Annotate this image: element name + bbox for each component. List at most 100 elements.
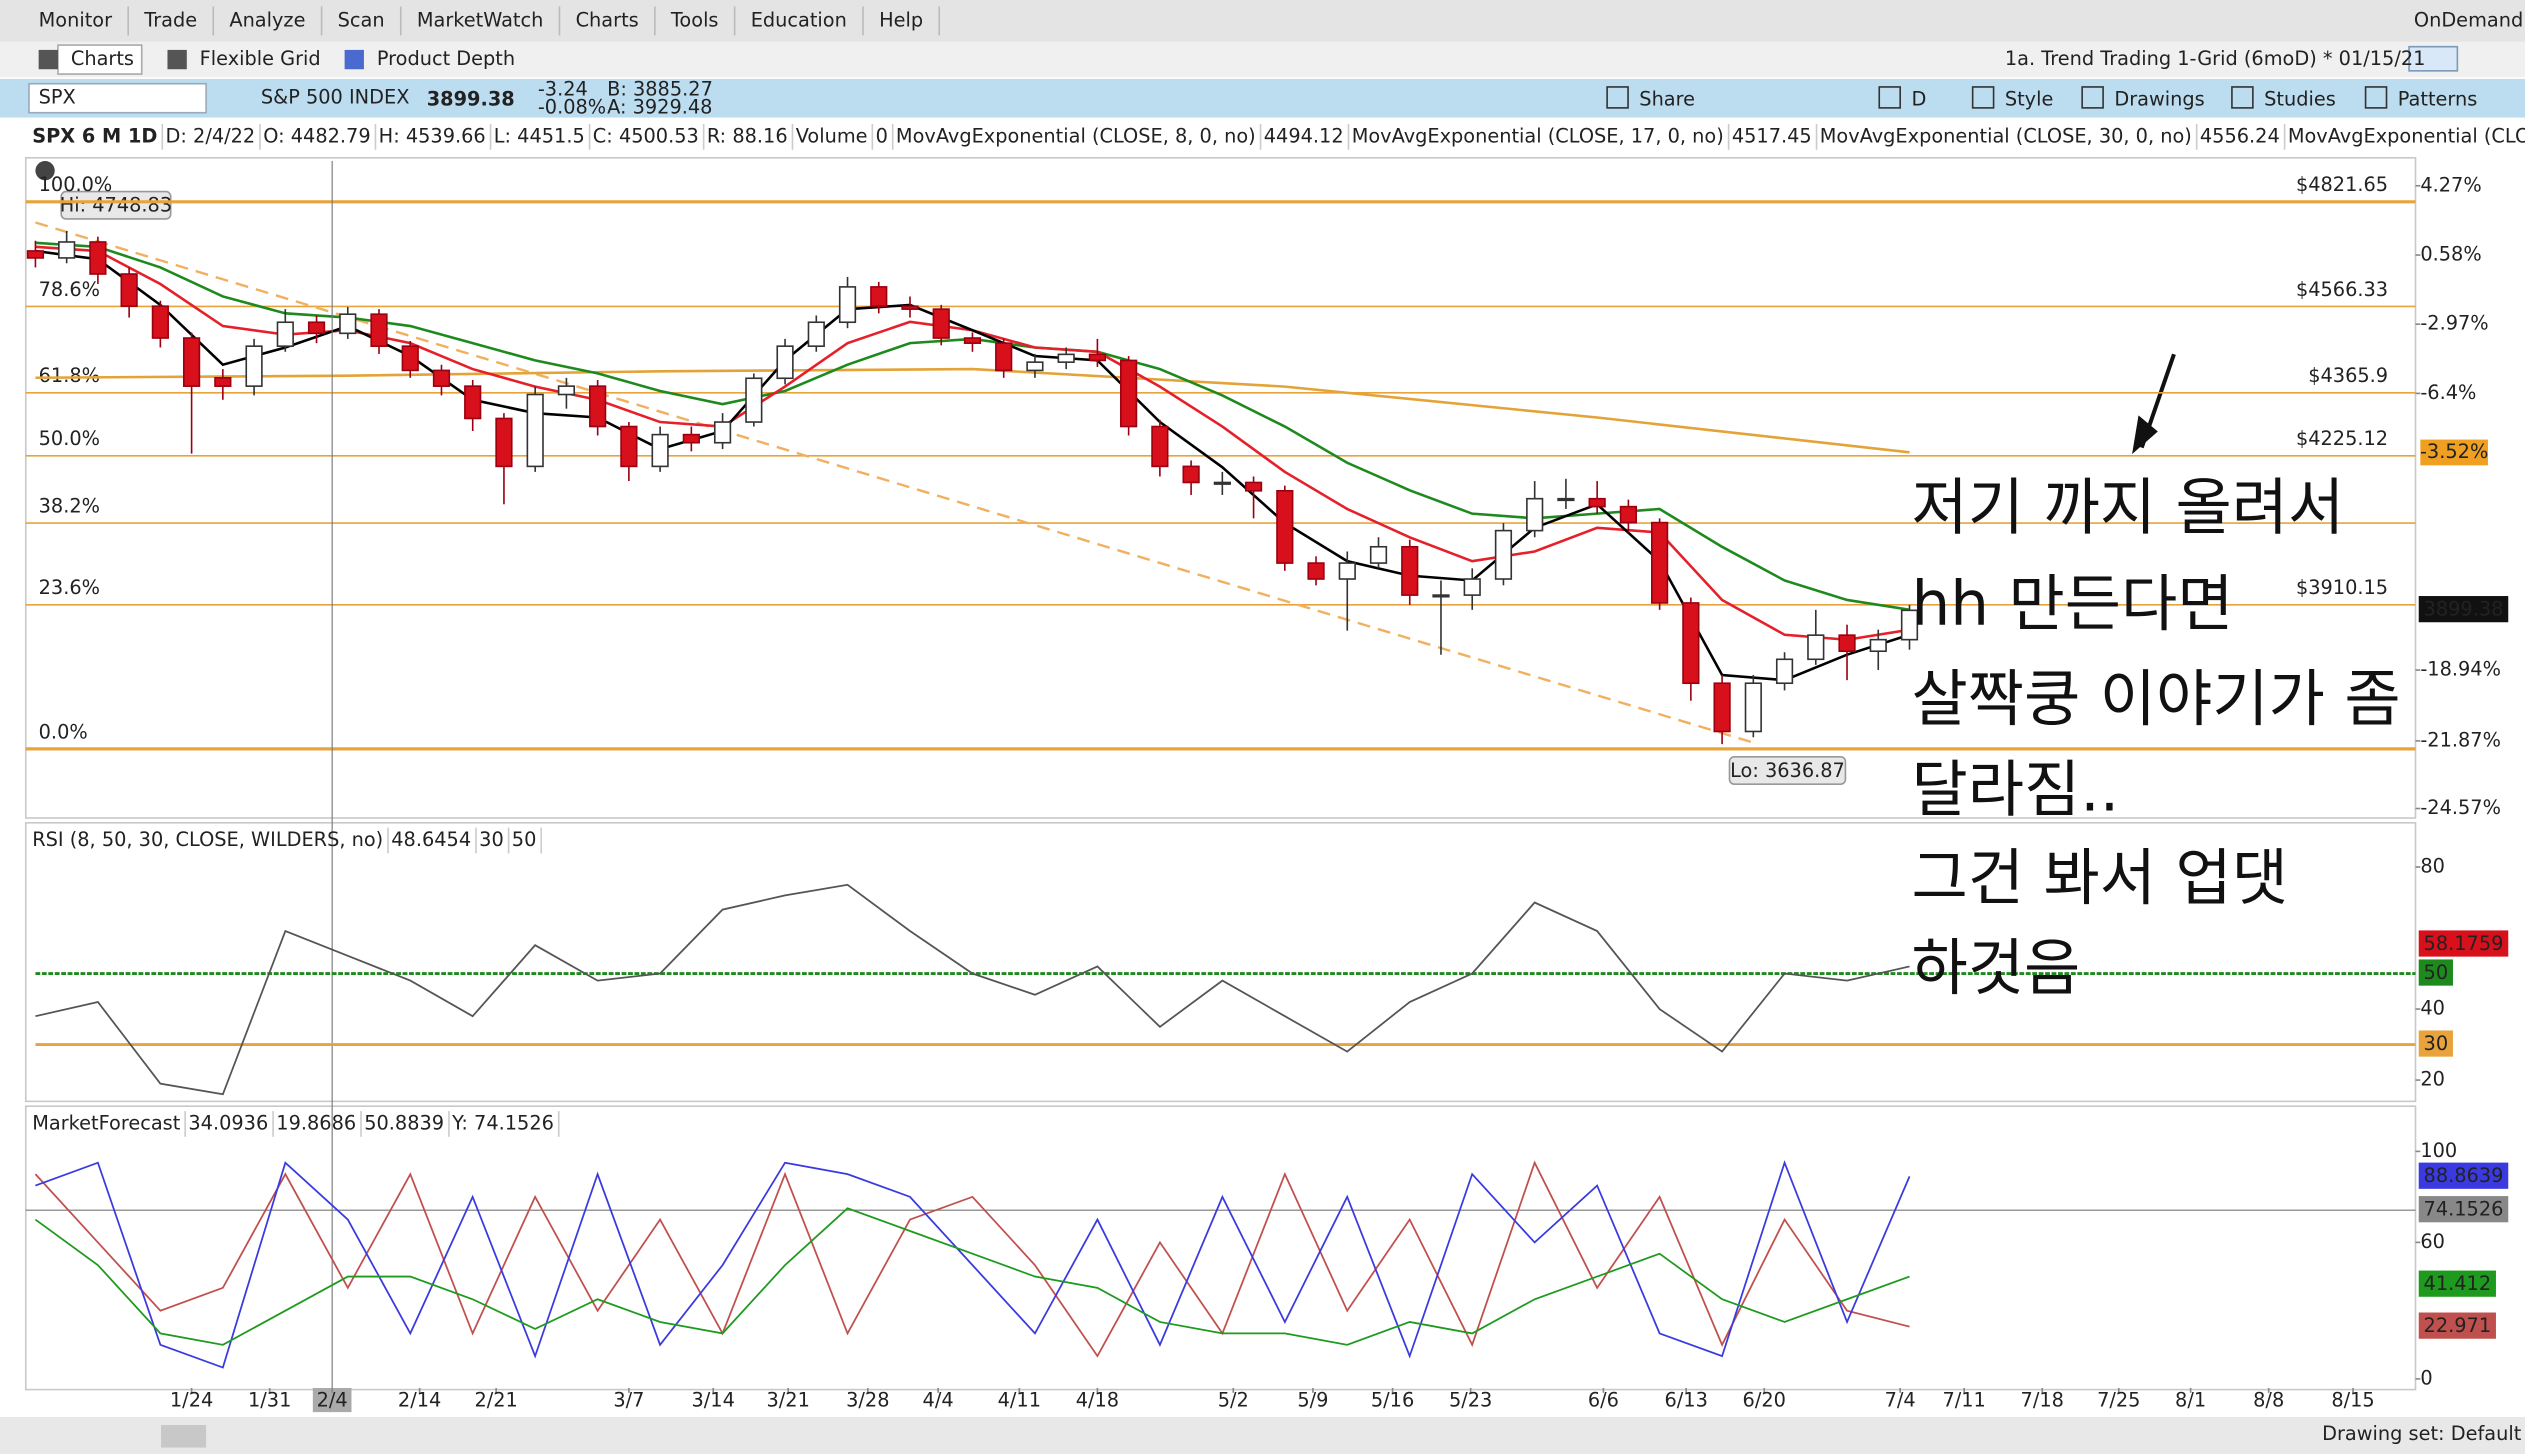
candle-body <box>1651 521 1669 604</box>
candle-body <box>370 313 388 347</box>
hi-bubble <box>60 190 172 220</box>
menu-item[interactable]: Help <box>879 8 923 31</box>
fib-label: 23.6% <box>39 576 100 599</box>
y-tick-label: 20 <box>2420 1068 2445 1091</box>
lo-bubble <box>1728 755 1847 785</box>
candle-body <box>745 377 763 423</box>
menu-item[interactable]: Monitor <box>39 8 112 31</box>
header-item: 34.0936 <box>188 1111 268 1134</box>
candle-body <box>1807 634 1825 661</box>
last-value-label-box <box>2418 1270 2496 1297</box>
menu-item[interactable]: Education <box>751 8 847 31</box>
candle-body <box>776 345 794 380</box>
scroll-thumb[interactable] <box>161 1425 207 1448</box>
indicator-line <box>34 1207 1910 1346</box>
menu-item[interactable]: Trade <box>143 8 197 31</box>
candle-body <box>651 433 669 468</box>
candle-body <box>682 433 700 444</box>
candle-body <box>1526 497 1544 532</box>
fib-label: 0.0% <box>39 720 88 743</box>
x-tick-label: 2/21 <box>474 1388 517 1411</box>
header-item: D: 2/4/22 <box>166 124 256 147</box>
header-item: MovAvgExponential (CLOSE, 30, 0, no) <box>1820 124 2192 147</box>
toolbar-button[interactable]: D <box>1911 87 1926 110</box>
x-tick-label: 5/9 <box>1297 1388 1328 1411</box>
indicator-line <box>35 1160 1911 1369</box>
last-value-label-box <box>2418 1162 2509 1189</box>
candle-body <box>1338 562 1356 580</box>
crosshair-label: 74.1526 <box>2424 1198 2504 1221</box>
menu-item[interactable]: MarketWatch <box>417 8 544 31</box>
y-tick-label: 40 <box>2420 997 2445 1020</box>
layout-name[interactable]: 1a. Trend Trading 1-Grid (6moD) * 01/15/… <box>2005 47 2426 70</box>
header-item: 50 <box>512 828 537 851</box>
toolbar-icon <box>1878 86 1901 109</box>
grid-button[interactable] <box>2408 45 2459 72</box>
last-value-label: 58.1759 <box>2424 932 2504 955</box>
indicator-line <box>35 883 1910 1096</box>
footer-bar <box>0 1416 2525 1454</box>
last-value-label: 41.412 <box>2424 1272 2492 1295</box>
candle-body <box>589 385 607 428</box>
candle-body <box>151 305 169 339</box>
header-item: 4517.45 <box>1732 124 1812 147</box>
annotation-line: 그건 봐서 업댓 <box>1911 843 2288 914</box>
tab-icon <box>38 49 58 70</box>
header-item: MarketForecast <box>32 1111 181 1134</box>
on-demand[interactable]: OnDemand <box>2414 8 2523 31</box>
last-value-label: 22.971 <box>2424 1314 2492 1337</box>
toolbar-button[interactable]: Style <box>2005 87 2054 110</box>
candle-body <box>1369 545 1388 564</box>
change: -3.24 <box>538 78 588 101</box>
last-price: 3899.38 <box>427 87 515 110</box>
y2-tick-label: -6.4% <box>2420 381 2476 404</box>
candle-body <box>526 393 544 468</box>
toolbar-button[interactable]: Share <box>1639 87 1695 110</box>
marker-box <box>2420 439 2488 466</box>
candle-body <box>557 385 576 396</box>
toolbar-button[interactable]: Drawings <box>2114 87 2204 110</box>
candle-body <box>963 337 982 344</box>
header-item: L: 4451.5 <box>494 124 585 147</box>
candle-body <box>1494 529 1513 580</box>
toolbar-button[interactable]: Studies <box>2264 87 2336 110</box>
annotation-line: 달라짐.. <box>1911 754 2119 825</box>
menu-bar <box>0 0 2525 42</box>
candle-body <box>307 321 326 335</box>
header-item: MovAvgExponential (CLOSE, 8, 0, no) <box>896 124 1256 147</box>
x-tick-label: 6/20 <box>1743 1388 1786 1411</box>
header-item: 50.8839 <box>364 1111 444 1134</box>
x-tick-label: 7/25 <box>2097 1388 2140 1411</box>
candle-body <box>1244 481 1263 492</box>
menu-item[interactable]: Charts <box>576 8 639 31</box>
menu-item[interactable]: Tools <box>670 8 719 31</box>
level-label-box <box>2418 1030 2453 1057</box>
annotation-line: hh 만든다면 <box>1911 569 2233 640</box>
symbol[interactable]: SPX <box>39 86 76 109</box>
trend-line <box>35 221 1754 744</box>
y2-tick-label: 0.58% <box>2420 243 2481 266</box>
y-tick-label: 60 <box>2420 1230 2445 1253</box>
symbol-bar <box>0 78 2525 118</box>
symbol-input[interactable] <box>28 82 207 114</box>
x-tick-label: 7/11 <box>1942 1388 1985 1411</box>
toolbar-button[interactable]: Patterns <box>2398 87 2478 110</box>
menu-item[interactable]: Analyze <box>229 8 305 31</box>
candle-body <box>432 369 451 387</box>
x-tick-label: 4/18 <box>1076 1388 1119 1411</box>
tab[interactable]: Charts <box>71 47 134 70</box>
marker-label: -3.52% <box>2420 440 2488 463</box>
tab[interactable]: Product Depth <box>377 47 515 70</box>
tab[interactable]: Flexible Grid <box>200 47 321 70</box>
x-tick-label: 2/4 <box>317 1388 348 1411</box>
candle-body <box>26 250 45 259</box>
alert-icon[interactable] <box>35 161 55 181</box>
candle-body <box>1088 353 1107 362</box>
candle-body <box>1713 682 1731 733</box>
menu-item[interactable]: Scan <box>338 8 385 31</box>
price-panel <box>24 156 2417 819</box>
header-item: SPX 6 M 1D <box>32 124 157 147</box>
candle-body <box>838 286 857 324</box>
x-tick-label: 5/23 <box>1449 1388 1492 1411</box>
header-item: 30 <box>479 828 504 851</box>
